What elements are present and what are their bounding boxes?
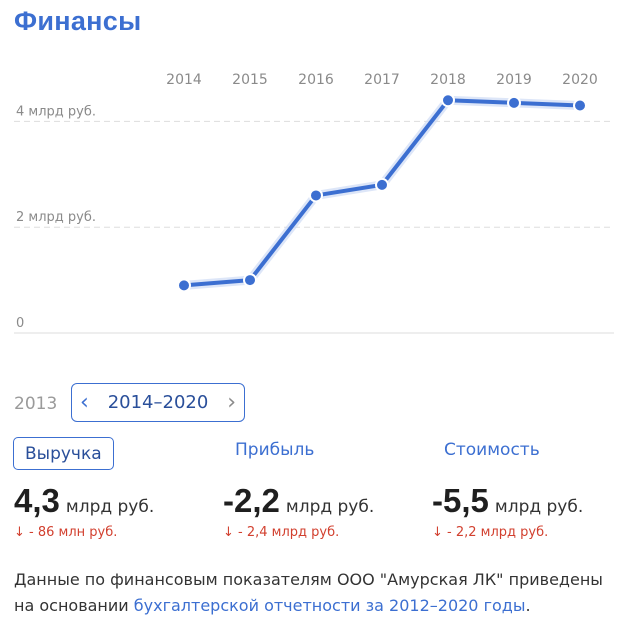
data-point-2020 — [573, 98, 587, 113]
value-change: ↓ - 2,2 млрд руб. — [432, 525, 549, 540]
x-tick-label-2017: 2017 — [364, 72, 400, 88]
profit-unit: млрд руб. — [285, 497, 375, 517]
y-tick-label-1: 2 млрд руб. — [16, 210, 96, 225]
series-line-0 — [182, 98, 582, 288]
value-value: -5,5 млрд руб. — [432, 482, 583, 520]
data-point-2014 — [177, 278, 191, 293]
tab-revenue[interactable]: Выручка — [13, 437, 114, 470]
value-number: -5,5 — [432, 482, 489, 519]
x-tick-label-2016: 2016 — [298, 72, 334, 88]
page-title: Финансы — [14, 6, 142, 36]
data-point-2015 — [243, 273, 257, 288]
x-tick-label-2020: 2020 — [562, 72, 598, 88]
x-tick-label-2018: 2018 — [430, 72, 466, 88]
x-tick-label-2015: 2015 — [232, 72, 268, 88]
tab-value[interactable]: Стоимость — [444, 440, 540, 460]
x-tick-label-2019: 2019 — [496, 72, 532, 88]
year-range-selector[interactable]: ‹ 2014–2020 › — [71, 383, 245, 422]
data-source-note: Данные по финансовым показателям ООО "Ам… — [14, 567, 614, 619]
revenue-value: 4,3 млрд руб. — [14, 482, 154, 520]
profit-change: ↓ - 2,4 млрд руб. — [223, 525, 340, 540]
previous-year-label[interactable]: 2013 — [14, 394, 58, 414]
note-text: Данные по финансовым показателям ООО "Ам… — [14, 570, 603, 615]
data-point-2018 — [441, 93, 455, 108]
accounting-report-link[interactable]: бухгалтерской отчетности за 2012–2020 го… — [133, 596, 526, 615]
revenue-number: 4,3 — [14, 482, 60, 519]
year-range-label: 2014–2020 — [107, 392, 209, 413]
x-tick-label-2014: 2014 — [166, 72, 202, 88]
profit-number: -2,2 — [223, 482, 280, 519]
y-tick-label-2: 4 млрд руб. — [16, 104, 96, 119]
revenue-unit: млрд руб. — [65, 497, 155, 517]
chevron-right-icon[interactable]: › — [227, 389, 236, 415]
note-suffix: . — [525, 596, 531, 615]
profit-value: -2,2 млрд руб. — [223, 482, 374, 520]
revenue-line-chart: 0 2 млрд руб. 4 млрд руб. 2014 2015 2016 2017… — [14, 72, 614, 334]
data-point-2017 — [375, 177, 389, 192]
chevron-left-icon[interactable]: ‹ — [80, 389, 89, 415]
data-point-2016 — [309, 188, 323, 203]
tab-profit[interactable]: Прибыль — [235, 440, 315, 460]
series-line-shadow-0 — [179, 95, 585, 290]
revenue-change: ↓ - 86 млн руб. — [14, 525, 118, 540]
y-tick-label-0: 0 — [16, 316, 24, 331]
value-unit: млрд руб. — [494, 497, 584, 517]
data-point-2019 — [507, 95, 521, 110]
